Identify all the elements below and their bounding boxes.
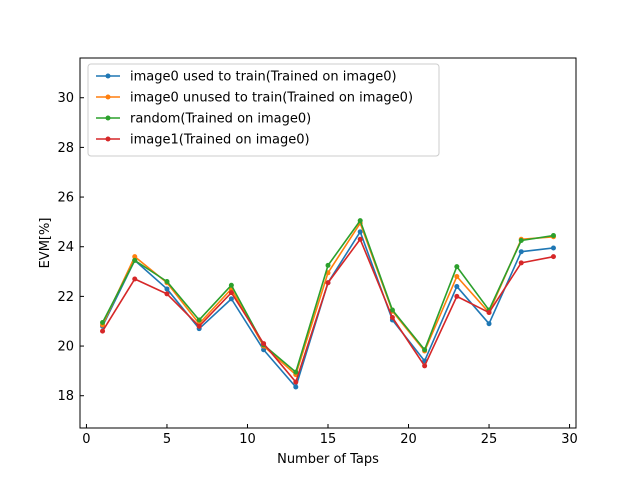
data-point — [100, 328, 106, 334]
legend-box — [87, 63, 440, 157]
data-point — [228, 296, 234, 302]
x-tick-label: 10 — [239, 432, 256, 447]
data-point — [486, 310, 492, 316]
x-tick-label: 0 — [82, 432, 90, 447]
data-point — [422, 363, 428, 369]
ticks-layer: 0 5 10 15 20 25 30 18 20 22 24 26 28 30 — [57, 91, 577, 447]
data-point — [228, 290, 234, 296]
x-tick-label: 25 — [481, 432, 498, 447]
legend-entry-label: image0 used to train(Trained on image0) — [130, 70, 397, 85]
data-point — [228, 282, 234, 288]
data-point — [132, 257, 138, 263]
y-tick-label: 20 — [57, 340, 74, 355]
data-point — [454, 264, 460, 270]
data-point — [518, 238, 524, 244]
legend-swatch-marker — [105, 115, 111, 121]
data-point — [357, 236, 363, 242]
data-point — [164, 291, 170, 297]
data-point — [550, 233, 556, 239]
y-axis-label: EVM[%] — [38, 218, 53, 269]
data-point — [454, 283, 460, 289]
data-point — [357, 218, 363, 224]
legend-entry-label: image0 unused to train(Trained on image0… — [130, 91, 413, 106]
legend-entry-label: image1(Trained on image0) — [130, 133, 310, 148]
data-point — [325, 280, 331, 286]
series-line — [101, 222, 554, 376]
y-tick-label: 30 — [57, 91, 74, 106]
data-point — [196, 323, 202, 329]
data-point — [518, 260, 524, 266]
series-3 — [100, 236, 556, 385]
data-point — [422, 347, 428, 353]
data-point — [454, 274, 460, 280]
data-point — [293, 369, 299, 375]
legend-swatch-marker — [105, 94, 111, 100]
data-point — [293, 379, 299, 385]
series-1 — [100, 220, 556, 378]
legend-entry-label: random(Trained on image0) — [130, 112, 311, 127]
data-point — [261, 341, 267, 347]
data-point — [196, 317, 202, 323]
data-point — [325, 262, 331, 268]
data-point — [454, 293, 460, 299]
data-point — [132, 254, 138, 260]
data-point — [357, 229, 363, 235]
x-tick-label: 20 — [400, 432, 417, 447]
data-point — [550, 245, 556, 251]
series-line — [101, 238, 554, 383]
y-tick-label: 24 — [57, 240, 74, 255]
y-tick-label: 26 — [57, 191, 74, 206]
data-point — [132, 276, 138, 282]
data-point — [164, 278, 170, 284]
data-point — [293, 384, 299, 390]
data-point — [389, 307, 395, 313]
y-tick-label: 22 — [57, 290, 74, 305]
legend: image0 used to train(Trained on image0) i… — [87, 63, 440, 157]
x-axis-label: Number of Taps — [277, 452, 379, 467]
data-point — [164, 286, 170, 292]
y-tick-label: 28 — [57, 141, 74, 156]
legend-swatch-marker — [105, 136, 111, 142]
data-point — [518, 249, 524, 255]
legend-swatch-marker — [105, 73, 111, 79]
x-tick-label: 30 — [561, 432, 578, 447]
y-tick-label: 18 — [57, 389, 74, 404]
data-point — [100, 319, 106, 325]
series-layer — [100, 218, 556, 390]
x-tick-label: 15 — [320, 432, 337, 447]
data-point — [389, 314, 395, 320]
data-point — [261, 347, 267, 353]
data-point — [550, 254, 556, 260]
data-point — [486, 321, 492, 327]
x-tick-label: 5 — [163, 432, 171, 447]
